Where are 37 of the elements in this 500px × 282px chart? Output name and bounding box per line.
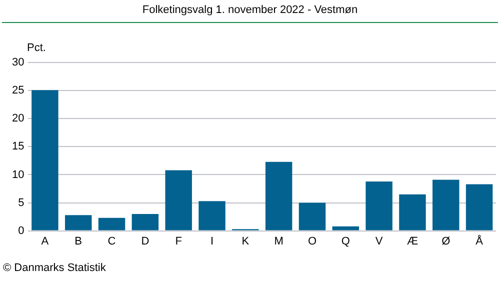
x-tick-label: Q xyxy=(341,235,350,248)
bar xyxy=(198,201,226,230)
x-tick-label: V xyxy=(375,235,384,248)
x-tick-label: K xyxy=(242,235,250,248)
y-tick-label: 0 xyxy=(18,224,24,237)
bar xyxy=(366,181,392,230)
y-tick-label: 15 xyxy=(12,140,24,153)
bar xyxy=(466,184,493,230)
bar xyxy=(64,215,92,230)
x-tick-label: Ø xyxy=(442,235,451,248)
chart-title: Folketingsvalg 1. november 2022 - Vestmøn xyxy=(141,4,359,16)
y-tick-label: 25 xyxy=(12,84,24,97)
x-tick-label: F xyxy=(175,235,182,248)
y-tick-label: 5 xyxy=(18,196,24,209)
y-tick-label: 30 xyxy=(12,56,24,69)
x-tick-label: C xyxy=(108,235,116,248)
y-tick-label: 20 xyxy=(12,112,24,125)
bar xyxy=(98,218,126,230)
x-tick-label: Å xyxy=(476,234,484,248)
text: © Danmarks Statistik xyxy=(3,262,106,274)
x-tick-label: M xyxy=(274,235,284,248)
x-tick-label: O xyxy=(308,235,317,248)
x-tick-label: Æ xyxy=(406,235,418,248)
bar xyxy=(132,214,159,230)
x-tick-label: B xyxy=(74,235,82,248)
x-tick-label: I xyxy=(210,235,214,248)
x-tick-label: D xyxy=(141,235,150,248)
bar xyxy=(265,162,292,230)
bar xyxy=(432,180,460,230)
y-axis-title: Pct. xyxy=(27,42,46,54)
bar xyxy=(298,202,326,230)
x-tick-label: A xyxy=(41,235,50,248)
bar xyxy=(165,170,192,230)
bar xyxy=(32,90,58,230)
bar xyxy=(399,194,426,230)
y-tick-label: 10 xyxy=(12,168,24,181)
bar xyxy=(332,226,360,230)
